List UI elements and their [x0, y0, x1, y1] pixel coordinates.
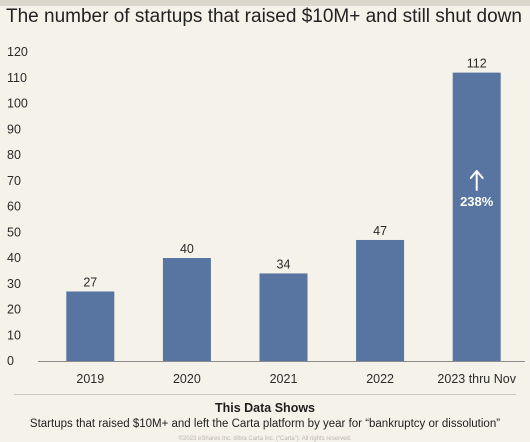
bars: 27 40 34 47 112 [66, 57, 501, 361]
footer-description: Startups that raised $10M+ and left the … [29, 418, 501, 430]
y-axis: 0 10 20 30 40 50 60 70 80 90 100 110 120 [7, 45, 28, 368]
growth-annotation: 238% [460, 170, 494, 209]
y-tick-label: 120 [7, 45, 28, 59]
footer-fine-print: ©2023 eShares Inc. d/b/a Carta Inc. (“Ca… [178, 436, 352, 442]
top-band [0, 0, 530, 6]
bar-chart: 0 10 20 30 40 50 60 70 80 90 100 110 120 27 40 34 47 112… [7, 45, 525, 386]
bar [162, 258, 211, 361]
y-tick-label: 50 [7, 225, 21, 239]
y-tick-label: 0 [7, 354, 14, 368]
bar [356, 239, 405, 361]
bar-value-label: 47 [373, 224, 387, 238]
y-tick-label: 110 [7, 71, 27, 85]
bar [259, 273, 308, 361]
bar [452, 72, 501, 361]
up-arrow-icon [469, 170, 484, 191]
x-tick-label: 2021 [270, 372, 298, 386]
footer-heading: This Data Shows [214, 401, 316, 415]
y-tick-label: 70 [7, 174, 21, 188]
y-tick-label: 80 [7, 148, 21, 162]
y-tick-label: 100 [7, 97, 28, 111]
x-axis: 2019 2020 2021 2022 2023 thru Nov [76, 372, 516, 386]
x-tick-label: 2020 [173, 372, 201, 386]
y-tick-label: 60 [7, 200, 21, 214]
bar-value-label: 40 [180, 242, 194, 256]
x-tick-label: 2023 thru Nov [437, 372, 516, 386]
chart-title: The number of startups that raised $10M+… [6, 6, 522, 27]
x-tick-label: 2019 [76, 372, 104, 386]
bar-value-label: 27 [83, 275, 97, 289]
y-tick-label: 20 [7, 303, 21, 317]
bar-value-label: 112 [467, 57, 487, 71]
growth-percent-label: 238% [460, 194, 494, 209]
y-tick-label: 90 [7, 122, 21, 136]
bar [66, 291, 115, 361]
y-tick-label: 30 [7, 277, 21, 291]
bar-value-label: 34 [277, 257, 291, 271]
y-tick-label: 10 [7, 328, 21, 342]
divider [14, 394, 516, 395]
x-tick-label: 2022 [366, 372, 394, 386]
y-tick-label: 40 [7, 251, 21, 265]
